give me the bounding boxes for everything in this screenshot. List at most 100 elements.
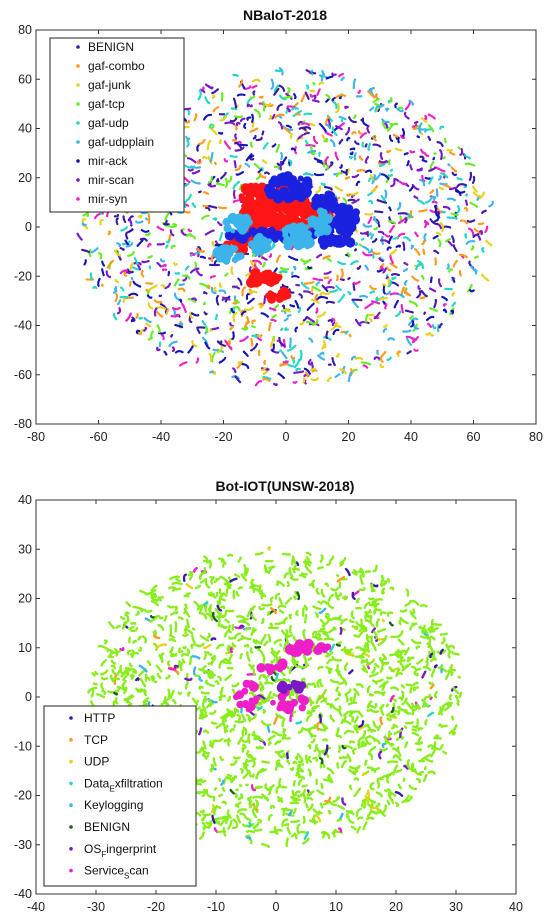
data-point — [278, 94, 287, 101]
data-point — [223, 140, 232, 150]
data-point — [398, 630, 404, 638]
data-point — [307, 656, 313, 661]
data-point — [310, 377, 319, 382]
data-point — [135, 610, 140, 616]
data-point — [381, 742, 386, 748]
data-point — [204, 577, 211, 589]
data-point — [322, 632, 330, 639]
data-point — [359, 132, 368, 139]
data-point — [325, 123, 331, 129]
data-point — [170, 333, 174, 338]
data-point — [305, 682, 314, 689]
legend-box — [49, 37, 185, 213]
data-point — [289, 766, 295, 772]
data-point — [437, 665, 444, 670]
data-point — [267, 546, 272, 551]
data-point — [260, 594, 265, 600]
data-point — [218, 587, 224, 598]
data-point — [303, 131, 311, 136]
data-point — [258, 171, 267, 179]
data-point — [355, 723, 359, 734]
data-point — [381, 618, 386, 624]
data-point — [479, 230, 484, 235]
data-point — [347, 701, 358, 706]
cluster-point — [224, 225, 232, 233]
data-point — [277, 785, 288, 789]
cluster-point — [297, 175, 304, 182]
data-point — [239, 117, 246, 123]
y-tick-label: -20 — [14, 269, 32, 283]
data-point — [371, 238, 378, 243]
data-point — [203, 650, 207, 660]
data-point — [209, 327, 213, 332]
data-point — [185, 192, 193, 202]
data-point — [210, 127, 218, 136]
cluster-point — [253, 698, 259, 705]
data-point — [460, 255, 465, 259]
data-point — [381, 267, 387, 274]
data-point — [369, 602, 380, 607]
data-point — [216, 604, 223, 612]
data-point — [329, 643, 336, 653]
data-point — [368, 671, 379, 678]
data-point — [470, 265, 478, 272]
legend: BENIGNgaf-combogaf-junkgaf-tcpgaf-udpgaf… — [49, 37, 185, 213]
data-point — [335, 669, 341, 677]
data-point — [315, 695, 321, 705]
data-point — [153, 642, 158, 651]
data-point — [355, 683, 364, 689]
data-point — [258, 589, 264, 596]
data-point — [128, 662, 133, 668]
data-point — [322, 830, 331, 840]
data-point — [373, 215, 379, 224]
data-point — [379, 354, 384, 363]
data-point — [144, 608, 154, 613]
data-point — [109, 664, 116, 670]
data-point — [425, 195, 434, 204]
legend-label: TCP — [84, 733, 108, 747]
data-point — [274, 592, 281, 600]
data-point — [227, 580, 231, 588]
data-point — [343, 648, 353, 653]
data-point — [326, 658, 333, 665]
data-point — [408, 300, 419, 308]
data-point — [247, 796, 252, 802]
data-point — [202, 740, 208, 751]
data-point — [207, 613, 214, 621]
x-tick-label: -10 — [207, 900, 225, 914]
data-point — [287, 678, 292, 683]
data-point — [464, 199, 469, 206]
data-point — [420, 275, 425, 280]
cluster-point — [300, 184, 311, 195]
data-point — [348, 155, 354, 160]
data-point — [119, 269, 130, 275]
data-point — [209, 710, 217, 715]
data-point — [359, 574, 364, 585]
data-point — [395, 801, 400, 808]
data-point — [196, 328, 201, 334]
data-point — [144, 617, 151, 622]
data-point — [277, 372, 285, 379]
data-point — [234, 792, 239, 799]
data-point — [299, 319, 305, 326]
data-point — [406, 159, 410, 167]
data-point — [293, 358, 301, 369]
data-point — [225, 709, 235, 718]
data-point — [330, 703, 338, 711]
data-point — [444, 137, 447, 144]
data-point — [138, 664, 148, 673]
data-point — [315, 587, 320, 595]
data-point — [288, 666, 294, 675]
data-point — [151, 592, 157, 599]
legend-label: mir-ack — [88, 154, 128, 168]
data-point — [250, 112, 254, 123]
data-point — [187, 168, 194, 172]
data-point — [343, 744, 353, 750]
data-point — [139, 237, 148, 242]
data-point — [267, 734, 276, 741]
data-point — [145, 287, 149, 292]
data-point — [286, 826, 292, 835]
data-point — [355, 807, 362, 817]
cluster-point — [313, 645, 323, 655]
data-point — [336, 761, 340, 769]
